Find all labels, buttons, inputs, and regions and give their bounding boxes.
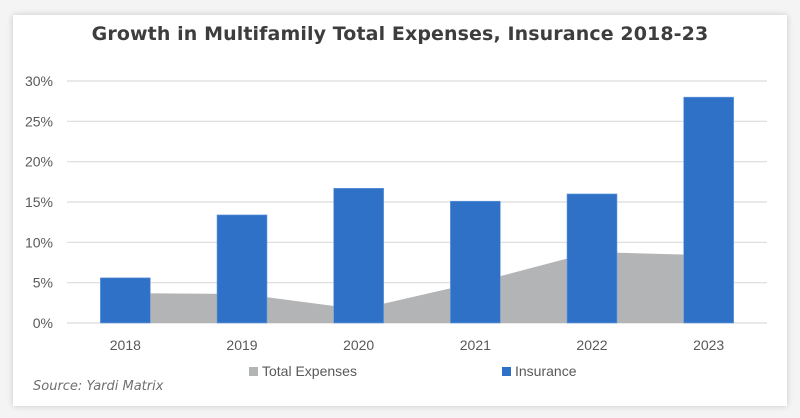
x-tick-label: 2021	[460, 337, 491, 353]
source-note: Source: Yardi Matrix	[33, 379, 164, 394]
legend-swatch-total-expenses	[249, 366, 258, 376]
total-expenses-area-series	[125, 252, 709, 323]
total-expenses-area	[125, 252, 709, 323]
insurance-bar-2020	[333, 187, 384, 324]
y-tick-label: 5%	[33, 275, 53, 291]
chart-card	[13, 15, 787, 406]
y-tick-label: 20%	[25, 154, 53, 170]
x-tick-label: 2023	[693, 337, 724, 353]
insurance-bar-2021	[450, 200, 501, 324]
legend-label-insurance: Insurance	[515, 363, 577, 379]
legend-item-insurance: Insurance	[502, 363, 576, 379]
x-tick-label: 2022	[576, 337, 607, 353]
y-tick-label: 30%	[25, 73, 53, 89]
y-tick-label: 15%	[25, 194, 53, 210]
insurance-bar-2018	[100, 277, 151, 324]
insurance-bar-2022	[566, 193, 618, 324]
x-axis-tick-labels: 2018 2019 2020 2021 2022 2023	[110, 337, 725, 353]
legend-swatch-insurance	[502, 366, 511, 376]
y-tick-label: 25%	[25, 113, 53, 129]
chart-title: Growth in Multifamily Total Expenses, In…	[91, 23, 709, 45]
y-tick-label: 10%	[25, 234, 53, 250]
insurance-bar-2023	[683, 96, 734, 324]
insurance-bar-2019	[216, 214, 268, 324]
y-axis-tick-labels: 0% 5% 10% 15% 20% 25% 30%	[25, 73, 53, 331]
legend-item-total-expenses: Total Expenses	[249, 363, 357, 379]
x-tick-label: 2018	[110, 337, 141, 353]
legend-label-total-expenses: Total Expenses	[262, 363, 357, 379]
x-tick-label: 2020	[343, 337, 374, 353]
y-tick-label: 0%	[33, 315, 53, 331]
x-tick-label: 2019	[226, 337, 257, 353]
insurance-bar-series	[100, 96, 734, 324]
